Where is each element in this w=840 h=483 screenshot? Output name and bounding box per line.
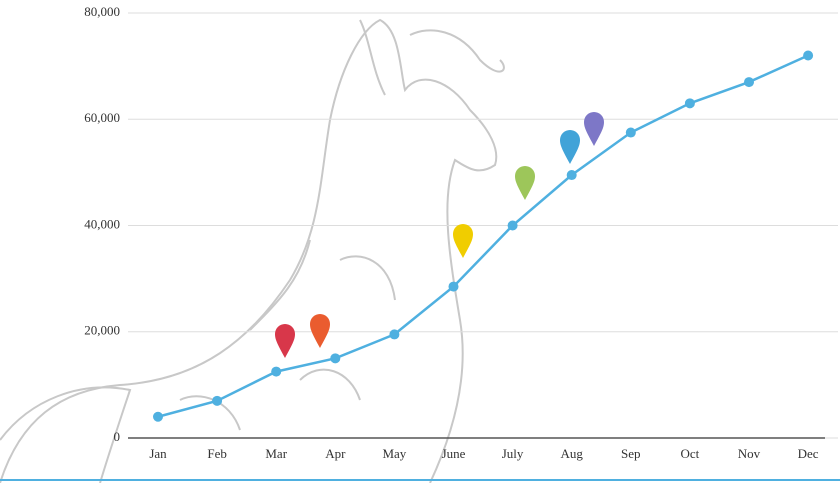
point <box>567 170 577 180</box>
point <box>803 51 813 61</box>
y-tick-label: 0 <box>114 429 121 444</box>
y-tick-label: 60,000 <box>84 110 120 125</box>
x-tick-label: Mar <box>265 446 287 461</box>
point <box>744 77 754 87</box>
point <box>389 329 399 339</box>
chart: 0 20,000 40,000 60,000 80,000 Jan Feb Mar Apr Ma… <box>0 0 840 483</box>
x-tick-label: Aug <box>561 446 584 461</box>
point <box>212 396 222 406</box>
pin <box>310 314 330 348</box>
pins <box>275 112 604 358</box>
x-tick-label: Oct <box>681 446 700 461</box>
x-tick-label: Feb <box>207 446 227 461</box>
x-tick-label: May <box>382 446 406 461</box>
point <box>271 367 281 377</box>
point <box>685 98 695 108</box>
point <box>626 128 636 138</box>
x-tick-label: Nov <box>738 446 761 461</box>
point <box>153 412 163 422</box>
giraffe-illustration <box>0 20 504 483</box>
y-tick-label: 20,000 <box>84 323 120 338</box>
pin <box>584 112 604 146</box>
x-tick-label: June <box>442 446 466 461</box>
x-tick-label: Dec <box>798 446 819 461</box>
pin <box>275 324 295 358</box>
pin <box>453 224 473 258</box>
point <box>330 353 340 363</box>
line <box>158 56 808 417</box>
x-tick-label: Apr <box>325 446 346 461</box>
y-tick-label: 80,000 <box>84 4 120 19</box>
x-tick-label: July <box>502 446 524 461</box>
pin <box>515 166 535 200</box>
y-tick-label: 40,000 <box>84 216 120 231</box>
x-tick-label: Jan <box>149 446 167 461</box>
x-tick-label: Sep <box>621 446 641 461</box>
point <box>449 282 459 292</box>
pin <box>560 130 580 164</box>
point <box>508 221 518 231</box>
